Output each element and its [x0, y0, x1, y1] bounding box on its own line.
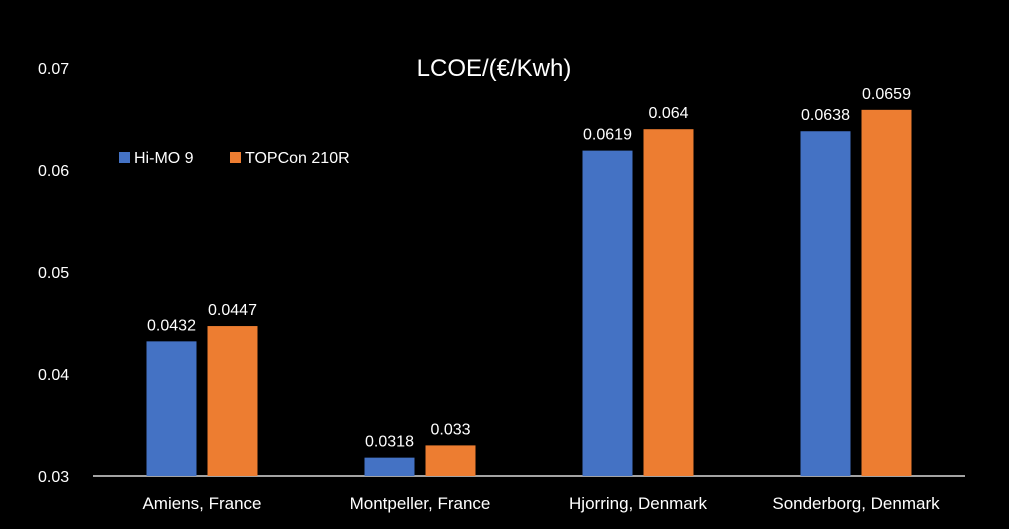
bar-hi-mo-9 [146, 341, 197, 476]
data-label: 0.064 [648, 105, 688, 122]
y-tick-label: 0.07 [38, 61, 69, 78]
bar-hi-mo-9 [582, 150, 633, 476]
data-label: 0.0638 [801, 107, 850, 124]
bar-hi-mo-9 [800, 131, 851, 477]
bar-topcon-210r [425, 445, 476, 476]
data-label: 0.0318 [365, 434, 414, 451]
legend: Hi-MO 9 TOPCon 210R [119, 150, 350, 167]
y-tick-label: 0.05 [38, 265, 69, 282]
x-category-label: Amiens, France [142, 494, 261, 513]
bar-series [146, 109, 912, 477]
bar-topcon-210r [207, 326, 258, 476]
x-category-label: Hjorring, Denmark [569, 494, 707, 513]
x-category-label: Sonderborg, Denmark [772, 494, 940, 513]
y-axis-ticks: 0.03 0.04 0.05 0.06 0.07 [38, 61, 69, 486]
data-label: 0.033 [430, 421, 470, 438]
legend-swatch [119, 152, 130, 163]
data-label: 0.0447 [208, 302, 257, 319]
y-tick-label: 0.04 [38, 367, 69, 384]
data-label: 0.0432 [147, 317, 196, 334]
y-tick-label: 0.03 [38, 469, 69, 486]
bar-topcon-210r [643, 129, 694, 476]
legend-label: TOPCon 210R [245, 150, 350, 167]
legend-swatch [230, 152, 241, 163]
category-labels: Amiens, France Montpeller, France Hjorring… [142, 494, 940, 513]
data-labels: 0.0432 0.0447 0.0318 0.033 0.0619 0.064 0.0638… [147, 86, 911, 451]
bar-topcon-210r [861, 109, 912, 476]
legend-label: Hi-MO 9 [134, 150, 194, 167]
bar-hi-mo-9 [364, 457, 415, 476]
x-category-label: Montpeller, France [350, 494, 491, 513]
data-label: 0.0619 [583, 127, 632, 144]
chart-title: LCOE/(€/Kwh) [417, 55, 572, 82]
data-label: 0.0659 [862, 86, 911, 103]
y-tick-label: 0.06 [38, 163, 69, 180]
